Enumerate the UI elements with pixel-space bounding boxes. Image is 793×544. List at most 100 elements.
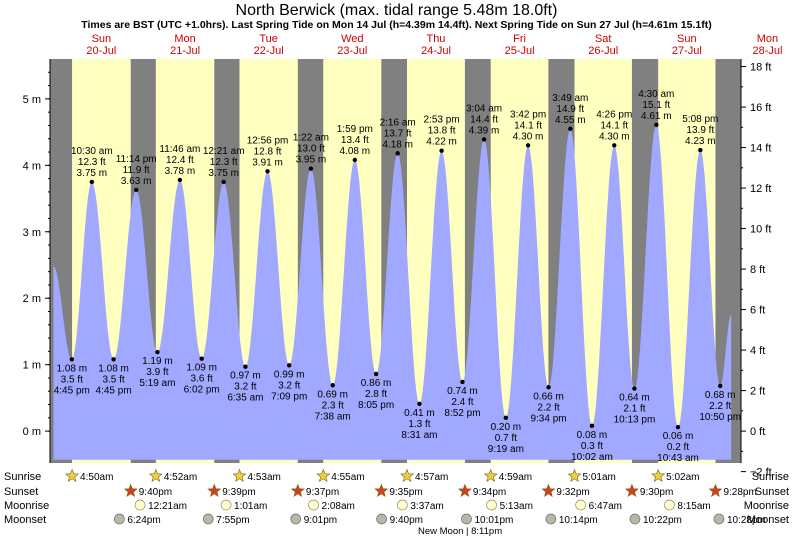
low-tide-label: 0.2 ft [667,442,689,453]
moonset-time: 7:55pm [216,515,249,526]
high-tide-label: 3.95 m [296,155,327,166]
day-date-0: 20-Jul [86,45,116,57]
high-tide-dot [612,143,617,148]
sunrise-icon [65,468,79,482]
high-tide-dot [698,147,703,153]
high-tide-label: 4.39 m [469,125,500,136]
low-tide-label: 0.3 ft [581,441,603,452]
low-tide-label: 0.68 m [705,390,736,401]
sunrise-time: 4:55am [331,472,364,483]
axes [49,59,742,463]
high-tide-label: 3.75 m [77,168,108,179]
high-tide-dot [439,148,444,153]
low-tide-label: 1.09 m [186,363,217,374]
day-name-0: Sun [92,33,112,45]
day-date-7: 27-Jul [672,45,702,57]
low-tide-label: 0.08 m [577,430,608,441]
sunrise-time: 4:50am [80,472,113,483]
high-tide-label: 3.78 m [165,166,196,177]
low-tide-dot [717,383,723,389]
high-tide-label: 4.61 m [641,111,672,122]
high-tide-label: 14.1 ft [514,120,542,131]
low-tide-label: 9:34 pm [530,413,566,424]
low-tide-label: 1.08 m [98,363,129,374]
sunrise-time: 4:52am [164,472,197,483]
low-tide-dot [417,401,422,407]
high-tide-label: 13.4 ft [341,135,369,146]
high-tide-label: 4:26 pm [596,109,632,120]
low-tide-label: 7:09 pm [271,391,307,402]
day-name-3: Wed [341,33,363,45]
high-tide-label: 4.30 m [599,131,630,142]
low-tide-label: 10:13 pm [614,415,656,426]
day-name-8: Mon [757,33,778,45]
tide-area [53,124,732,460]
left-tick-label: 3 m [23,227,41,239]
left-tick-label: 5 m [23,94,41,106]
low-tide-label: 2.3 ft [322,400,344,411]
high-tide-label: 12.3 ft [210,157,238,168]
moonset-icon [202,513,214,525]
low-tide-label: 7:38 am [315,411,351,422]
sunset-time: 9:37pm [306,487,339,498]
low-tide-label: 0.41 m [404,408,435,419]
row-label-right-sunset: Sunset [755,486,789,498]
low-tide-dot [199,356,204,361]
low-tide-dot [330,383,335,388]
low-tide-label: 10:50 pm [699,412,741,423]
high-tide-label: 1:59 pm [337,124,373,135]
sunset-time: 9:30pm [640,487,673,498]
sunset-time: 9:39pm [222,487,255,498]
high-tide-label: 4.55 m [555,115,586,126]
sunset-time: 9:28pm [723,487,756,498]
moonset-icon [713,513,725,525]
high-tide-label: 4:30 am [638,89,674,100]
high-tide-dot [265,169,270,174]
high-tide-label: 4.23 m [685,136,716,147]
sunrise-time: 5:01am [583,472,616,483]
left-tick-label: 1 m [23,360,41,372]
low-tide-label: 1.3 ft [408,419,430,430]
low-tide-label: 8:31 am [401,430,437,441]
low-tide-label: 0.74 m [447,386,478,397]
high-tide-label: 13.7 ft [384,128,412,139]
low-tide-label: 2.1 ft [623,404,645,415]
sun-moon-rows: Sunrise Sunrise Sunset Sunset Moonrise Moonri… [4,468,789,537]
low-tide-label: 3.5 ft [102,374,124,385]
moonset-time: 10:28pm [727,515,766,526]
low-tide-dot [111,357,116,362]
day-name-5: Fri [513,33,526,45]
axis-ticks: 0 m 1 m 2 m 3 m 4 m 5 m −2 ft 0 ft 2 ft 4 ft 6 ft 8… [23,62,772,479]
moonrise-time: 6:47am [589,501,622,512]
low-tide-label: 6:35 am [227,393,263,404]
day-date-1: 21-Jul [170,45,200,57]
low-tide-dot [69,357,74,362]
sunset-icon [374,483,389,497]
sunset-time: 9:35pm [389,487,422,498]
low-tide-label: 0.7 ft [495,433,517,444]
day-labels: Sun20-JulMon21-JulTue22-JulWed23-JulThu2… [86,33,782,57]
high-tide-dot [525,143,531,148]
row-label-left-sunrise: Sunrise [4,471,41,483]
low-tide-label: 9:19 am [488,444,524,455]
low-tide-dot [287,363,292,368]
day-date-6: 26-Jul [588,45,618,57]
low-tide-label: 0.99 m [274,369,305,380]
low-tide-label: 10:02 am [571,452,613,463]
low-tide-label: 2.2 ft [537,402,559,413]
high-tide-label: 13.0 ft [297,144,325,155]
moonrise-time: 1:01am [234,501,267,512]
moonrise-time: 12:21am [148,501,187,512]
moonrise-time: 8:15am [677,501,710,512]
moonset-icon [376,513,387,525]
high-tide-dot [568,126,573,131]
high-tide-label: 11:14 pm [116,154,157,165]
sunrise-time: 4:53am [247,472,280,483]
high-tide-label: 11:46 am [159,144,200,155]
right-tick-label: 10 ft [750,224,771,236]
chart-title: North Berwick (max. tidal range 5.48m 18… [236,2,558,19]
right-tick-label: 4 ft [750,345,765,357]
high-tide-dot [308,166,314,171]
low-tide-dot [460,379,465,385]
